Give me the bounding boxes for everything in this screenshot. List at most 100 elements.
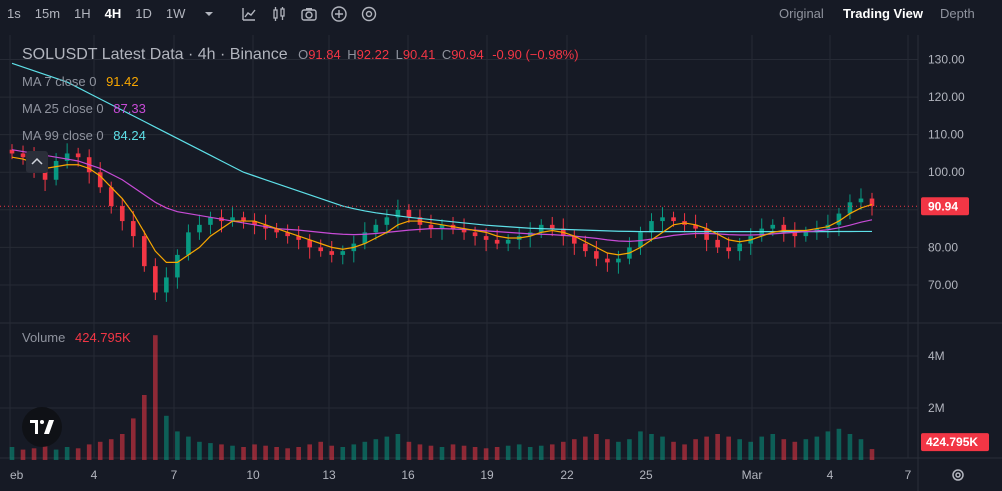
candle-body[interactable] — [439, 224, 445, 229]
candle-body[interactable] — [671, 217, 676, 222]
timeframe-1s[interactable]: 1s — [7, 6, 21, 21]
candle-body[interactable] — [384, 217, 390, 225]
volume-bar — [847, 434, 853, 460]
candle-body[interactable] — [142, 236, 147, 267]
low-value: 90.41 — [402, 47, 436, 62]
ma99-legend[interactable]: MA 99 close 0 84.24 — [22, 128, 146, 143]
timeframe-4h[interactable]: 4H — [104, 6, 122, 21]
candle-body[interactable] — [197, 224, 202, 233]
candle-body[interactable] — [638, 232, 643, 248]
candle-body[interactable] — [836, 213, 842, 225]
candle-body[interactable] — [362, 232, 368, 244]
volume-bar — [869, 449, 875, 460]
candle-body[interactable] — [472, 232, 478, 237]
candle-body[interactable] — [230, 217, 235, 222]
volume-bar — [693, 439, 698, 460]
candle-body[interactable] — [164, 277, 169, 293]
volume-legend[interactable]: Volume 424.795K — [22, 330, 131, 345]
candle-body[interactable] — [781, 224, 787, 233]
candle-body[interactable] — [64, 153, 70, 161]
view-trading-view[interactable]: Trading View — [843, 6, 923, 21]
candle-body[interactable] — [737, 243, 742, 252]
candle-body[interactable] — [318, 247, 324, 252]
candle-body[interactable] — [373, 224, 379, 233]
ma7-legend[interactable]: MA 7 close 0 91.42 — [22, 74, 139, 89]
candle-body[interactable] — [803, 232, 809, 237]
candle-type-icon[interactable] — [270, 5, 288, 23]
add-icon[interactable] — [330, 5, 348, 23]
camera-icon[interactable] — [300, 5, 318, 23]
candle-body[interactable] — [395, 209, 401, 218]
indicators-icon[interactable] — [240, 5, 258, 23]
candle-body[interactable] — [726, 247, 731, 252]
candle-body[interactable] — [406, 209, 412, 218]
candle-body[interactable] — [340, 251, 346, 255]
ma25-legend[interactable]: MA 25 close 0 87.33 — [22, 101, 146, 116]
candle-body[interactable] — [285, 232, 290, 237]
candle-body[interactable] — [428, 224, 434, 229]
candle-body[interactable] — [461, 228, 467, 233]
candle-body[interactable] — [759, 228, 765, 237]
candle-body[interactable] — [693, 224, 698, 229]
chevron-up-icon — [31, 157, 43, 165]
candle-body[interactable] — [594, 251, 599, 259]
volume-bar — [197, 441, 202, 460]
collapse-legend-button[interactable] — [26, 151, 48, 173]
chart-settings-button[interactable] — [946, 464, 970, 486]
candle-body[interactable] — [274, 228, 279, 233]
tradingview-logo[interactable] — [22, 407, 62, 447]
candle-body[interactable] — [792, 232, 798, 237]
candle-body[interactable] — [130, 221, 136, 237]
candle-body[interactable] — [704, 228, 709, 240]
candle-body[interactable] — [208, 217, 213, 225]
candle-body[interactable] — [649, 221, 654, 233]
candle-body[interactable] — [186, 232, 191, 255]
view-original[interactable]: Original — [779, 6, 824, 21]
settings-icon[interactable] — [360, 5, 378, 23]
chevron-down-icon[interactable] — [200, 5, 218, 23]
candle-body[interactable] — [770, 224, 776, 229]
price-tick-label: 110.00 — [928, 128, 964, 142]
candle-body[interactable] — [119, 206, 125, 222]
price-chart[interactable]: 130.00120.00110.00100.0090.0080.0070.004… — [0, 30, 1002, 491]
candle-body[interactable] — [869, 198, 875, 207]
timeframe-1h[interactable]: 1H — [74, 6, 91, 21]
candle-body[interactable] — [483, 236, 489, 240]
candle-body[interactable] — [616, 258, 621, 263]
candle-body[interactable] — [97, 172, 103, 188]
candle-body[interactable] — [252, 221, 257, 225]
candle-body[interactable] — [505, 239, 511, 244]
view-depth[interactable]: Depth — [940, 6, 975, 21]
candle-body[interactable] — [108, 187, 114, 207]
candle-body[interactable] — [549, 224, 555, 229]
candle-body[interactable] — [605, 258, 610, 263]
volume-bar — [263, 445, 268, 460]
candle-body[interactable] — [153, 266, 158, 293]
candle-body[interactable] — [660, 217, 665, 222]
last-price-badge — [921, 197, 969, 216]
candle-body[interactable] — [858, 198, 864, 203]
chart-toolbar: 1s 15m 1H 4H 1D 1W — [0, 0, 1002, 28]
volume-bar — [42, 445, 48, 460]
candle-body[interactable] — [847, 202, 853, 214]
candle-body[interactable] — [20, 153, 26, 158]
candle-body[interactable] — [583, 243, 588, 252]
time-tick-label: 25 — [639, 468, 653, 482]
candle-body[interactable] — [572, 236, 577, 244]
time-tick-label: 10 — [246, 468, 260, 482]
candle-body[interactable] — [175, 254, 180, 278]
candle-body[interactable] — [75, 153, 81, 158]
candle-body[interactable] — [296, 236, 301, 240]
candle-body[interactable] — [9, 149, 15, 154]
timeframe-1w[interactable]: 1W — [165, 6, 186, 21]
timeframe-15m[interactable]: 15m — [34, 6, 61, 21]
candle-body[interactable] — [53, 160, 59, 180]
candle-body[interactable] — [42, 168, 48, 180]
volume-bar — [483, 448, 489, 460]
candle-body[interactable] — [241, 217, 246, 222]
candle-body[interactable] — [494, 239, 500, 244]
candle-body[interactable] — [329, 251, 335, 255]
candle-body[interactable] — [715, 239, 720, 248]
timeframe-1d[interactable]: 1D — [135, 6, 152, 21]
candle-body[interactable] — [307, 239, 312, 248]
